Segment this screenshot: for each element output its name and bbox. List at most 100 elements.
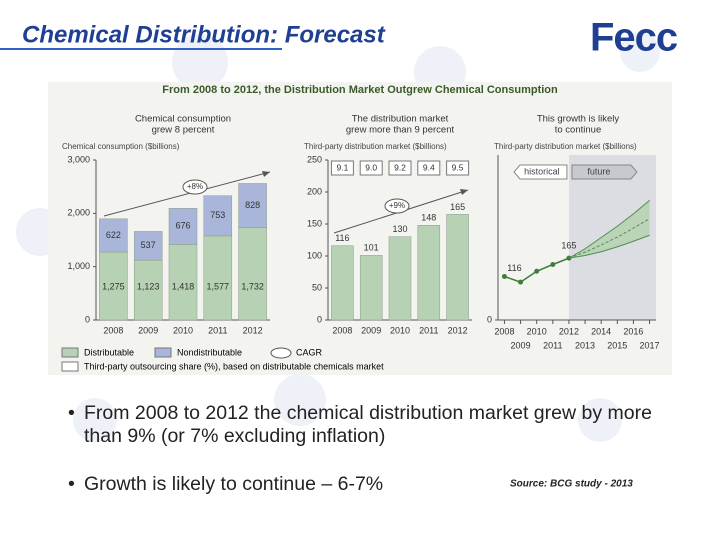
x-tick-label: 2012 xyxy=(243,325,263,335)
share-box xyxy=(388,160,412,176)
bar-segment xyxy=(99,251,128,321)
bar-segment xyxy=(133,231,163,261)
y-axis-label: Third-party distribution market ($billio… xyxy=(304,142,447,151)
legend-label: CAGR xyxy=(296,347,323,357)
share-label: 9.1 xyxy=(336,162,348,172)
bar-segment xyxy=(168,208,198,245)
value-label: 1,577 xyxy=(207,281,230,291)
x-tick-label: 2012 xyxy=(448,325,468,335)
x-tick-label: 2009 xyxy=(511,340,531,350)
y-tick-label: 100 xyxy=(307,250,322,260)
x-tick-label: 2013 xyxy=(575,340,595,350)
x-tick-label: 2009 xyxy=(361,325,381,335)
y-tick-label: 150 xyxy=(307,218,322,228)
chart-headline: grew 8 percent xyxy=(152,125,215,136)
x-tick-label: 2017 xyxy=(640,340,660,350)
share-box xyxy=(330,160,354,176)
share-label: 9.5 xyxy=(452,162,464,172)
figure-background xyxy=(48,82,672,375)
x-tick-label: 2008 xyxy=(494,326,514,336)
x-tick-label: 2010 xyxy=(390,325,410,335)
forecast-line xyxy=(568,199,650,259)
x-tick-label: 2014 xyxy=(591,326,611,336)
share-box xyxy=(446,160,470,176)
y-tick-label: 250 xyxy=(307,154,322,164)
bar-segment xyxy=(238,183,267,228)
cagr-badge xyxy=(182,179,208,195)
x-tick-label: 2015 xyxy=(607,340,627,350)
bar-segment xyxy=(203,195,233,237)
cagr-label: +8% xyxy=(187,182,203,191)
bar-segment xyxy=(203,235,233,321)
legend: Distributable Nondistributable CAGR Thir… xyxy=(61,347,384,372)
cagr-arrow xyxy=(103,171,271,217)
value-label: 1,123 xyxy=(137,281,160,291)
data-point xyxy=(550,262,556,267)
chart-headline: to continue xyxy=(555,125,601,136)
y-tick-label: 0 xyxy=(317,314,322,324)
bar xyxy=(446,214,469,321)
value-label: 622 xyxy=(106,230,121,240)
x-tick-label: 2010 xyxy=(173,325,193,335)
y-tick-label: 0 xyxy=(487,314,492,324)
bullet: From 2008 to 2012 the chemical distribut… xyxy=(68,402,694,448)
legend-label: Distributable xyxy=(84,347,134,357)
bar xyxy=(359,255,383,321)
point-label: 116 xyxy=(507,263,521,273)
legend-swatch xyxy=(61,347,79,358)
figure-title: From 2008 to 2012, the Distribution Mark… xyxy=(162,84,558,96)
share-label: 9.2 xyxy=(394,162,406,172)
arrow-head xyxy=(262,171,270,177)
value-label: 130 xyxy=(392,224,407,234)
y-tick-label: 50 xyxy=(312,282,322,292)
annotation: historical xyxy=(524,166,560,176)
arrow-head xyxy=(460,189,468,195)
x-tick-label: 2010 xyxy=(527,326,547,336)
y-tick-label: 3,000 xyxy=(67,154,90,164)
value-label: 116 xyxy=(335,233,349,243)
value-label: 1,732 xyxy=(241,281,264,291)
x-tick-label: 2016 xyxy=(623,326,643,336)
value-label: 101 xyxy=(364,243,379,253)
x-tick-label: 2011 xyxy=(419,325,438,335)
legend-label: Third-party outsourcing share (%), based… xyxy=(84,361,384,371)
share-box xyxy=(417,160,441,176)
chart-headline: The distribution market xyxy=(352,114,449,125)
value-label: 828 xyxy=(245,200,260,210)
data-point xyxy=(518,279,524,285)
y-tick-label: 1,000 xyxy=(67,261,90,271)
legend-swatch xyxy=(61,361,79,372)
cagr-label: +9% xyxy=(389,201,405,210)
y-tick-label: 2,000 xyxy=(67,208,90,218)
bar xyxy=(417,225,441,321)
x-tick-label: 2012 xyxy=(559,326,579,336)
data-point xyxy=(501,274,507,279)
history-arrow xyxy=(513,164,568,180)
bullet: Growth is likely to continue – 6-7% xyxy=(68,473,484,496)
x-tick-label: 2011 xyxy=(208,325,227,335)
legend-swatch xyxy=(154,347,172,358)
annotation: future xyxy=(587,166,610,176)
value-label: 165 xyxy=(450,202,465,212)
chart-headline: This growth is likely xyxy=(537,114,620,125)
share-box xyxy=(359,160,383,176)
x-tick-label: 2008 xyxy=(332,325,352,335)
value-label: 676 xyxy=(175,221,190,231)
value-label: 753 xyxy=(210,210,225,220)
x-tick-label: 2011 xyxy=(543,340,562,350)
chart-headline: grew more than 9 percent xyxy=(346,125,455,136)
point-label: 165 xyxy=(561,241,576,251)
slide-title: Chemical Distribution: Forecast xyxy=(22,21,386,48)
value-label: 1,418 xyxy=(172,281,195,291)
bar xyxy=(331,245,354,321)
y-tick-label: 0 xyxy=(85,314,90,324)
share-label: 9.4 xyxy=(423,162,435,172)
legend-swatch xyxy=(270,347,292,359)
x-tick-label: 2008 xyxy=(103,325,123,335)
data-point xyxy=(534,268,540,274)
forecast-line xyxy=(568,234,650,259)
value-label: 148 xyxy=(421,213,436,223)
